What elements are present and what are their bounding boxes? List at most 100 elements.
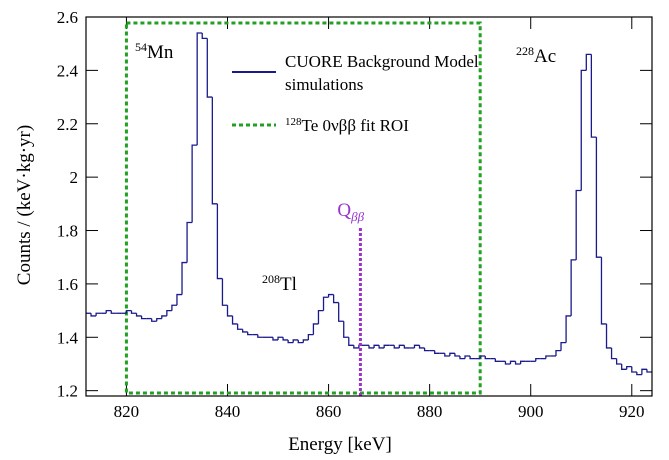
histogram-bin [348, 337, 354, 346]
histogram-bin [444, 353, 450, 357]
histogram-bin [206, 38, 213, 98]
histogram-bin [186, 221, 193, 263]
histogram-bin [216, 203, 223, 280]
peak-label-text: Mn [147, 42, 174, 63]
histogram-bin [358, 344, 364, 348]
histogram-bin [459, 355, 466, 360]
peak-label: 228Ac [516, 44, 556, 67]
histogram-bin [140, 315, 147, 320]
roi-box [124, 21, 482, 395]
histogram-bin [297, 339, 304, 344]
peak-label-text: Ac [534, 46, 556, 67]
histogram-bin [287, 339, 294, 344]
histogram-bin [560, 341, 567, 351]
histogram-bin [484, 355, 491, 360]
histogram-bin [302, 339, 309, 343]
x-tick-label: 820 [114, 402, 140, 421]
histogram-bin [615, 358, 622, 365]
histogram-bin [226, 305, 233, 317]
histogram-bin [418, 345, 425, 349]
histogram-bin [368, 345, 375, 349]
histogram-bin [322, 296, 329, 311]
x-tick-label: 880 [417, 402, 443, 421]
histogram-bin [151, 318, 157, 322]
q-label-text: Q [337, 200, 351, 221]
histogram-bin [231, 315, 238, 325]
histogram-bin [242, 329, 248, 333]
histogram-bin [454, 353, 460, 357]
peak-label: 208Tl [262, 272, 297, 295]
y-tick-label: 1.2 [57, 382, 78, 401]
histogram-bin [135, 313, 142, 317]
peak-label: 54Mn [135, 40, 174, 63]
histogram-bin [247, 331, 253, 336]
histogram-bin [403, 345, 410, 349]
histogram-bin [585, 53, 592, 71]
histogram-bin [646, 369, 652, 373]
histogram-bin [570, 259, 577, 316]
q-value-label: Qββ [337, 200, 364, 224]
histogram-bin [621, 363, 627, 370]
histogram-bin [292, 339, 299, 343]
histogram-bin [555, 349, 562, 356]
histogram-bin [610, 347, 617, 360]
q-label-sub: ββ [350, 209, 364, 224]
histogram-bin [373, 344, 380, 348]
histogram-bin [277, 336, 284, 340]
y-tick-label: 1.8 [57, 222, 78, 241]
x-tick-label: 900 [518, 402, 544, 421]
histogram-bin [636, 371, 642, 376]
histogram-bin [211, 97, 218, 205]
histogram-bin [590, 54, 597, 138]
x-tick-label: 840 [215, 402, 241, 421]
histogram-bin [201, 33, 208, 40]
histogram-bin [514, 361, 521, 365]
histogram-bin [641, 368, 647, 375]
histogram-bin [176, 293, 183, 306]
histogram-bin [631, 366, 637, 373]
histogram-bin [282, 337, 289, 341]
histogram-bin [257, 334, 263, 338]
histogram-bin [312, 323, 319, 335]
histogram-bin [171, 304, 177, 311]
legend-label: 128Te 0νββ fit ROI [285, 116, 409, 135]
y-tick-label: 1.6 [57, 275, 78, 294]
histogram-bin [575, 189, 582, 260]
histogram-bin [110, 310, 117, 314]
histogram-bin [449, 352, 455, 356]
histogram-bin [90, 313, 97, 317]
histogram-bin [378, 345, 385, 349]
histogram-bin [353, 345, 359, 349]
histogram-bin [504, 361, 511, 365]
histogram-bin [469, 355, 476, 360]
histogram-bin [327, 293, 334, 298]
histogram-bin [565, 315, 572, 343]
histogram-bin [494, 358, 501, 362]
histogram-bin [196, 32, 203, 146]
y-tick-label: 2 [70, 168, 79, 187]
x-tick-label: 860 [316, 402, 342, 421]
histogram-bin [393, 345, 400, 349]
histogram-bin [600, 257, 607, 325]
histogram-bin [338, 302, 344, 322]
y-tick-label: 2.4 [57, 61, 79, 80]
plot-frame [85, 16, 653, 397]
histogram-bin [580, 69, 587, 191]
peak-label-sup: 208 [262, 272, 280, 286]
histogram-bin [95, 312, 102, 316]
histogram-bin [156, 317, 162, 322]
histogram-bin [383, 344, 390, 348]
histogram-bin [605, 323, 612, 349]
legend-label: CUORE Background Model simulations [285, 52, 479, 94]
histogram-bin [535, 357, 541, 362]
x-axis-title: Energy [keV] [288, 434, 392, 455]
histogram-bin [236, 323, 243, 330]
histogram-bin [332, 294, 339, 304]
peak-label-text: Tl [280, 274, 297, 295]
histogram-bin [105, 309, 112, 314]
legend-text: Te 0νββ fit ROI [302, 116, 410, 135]
histogram-bin [423, 347, 430, 352]
histogram-bin [181, 261, 188, 295]
